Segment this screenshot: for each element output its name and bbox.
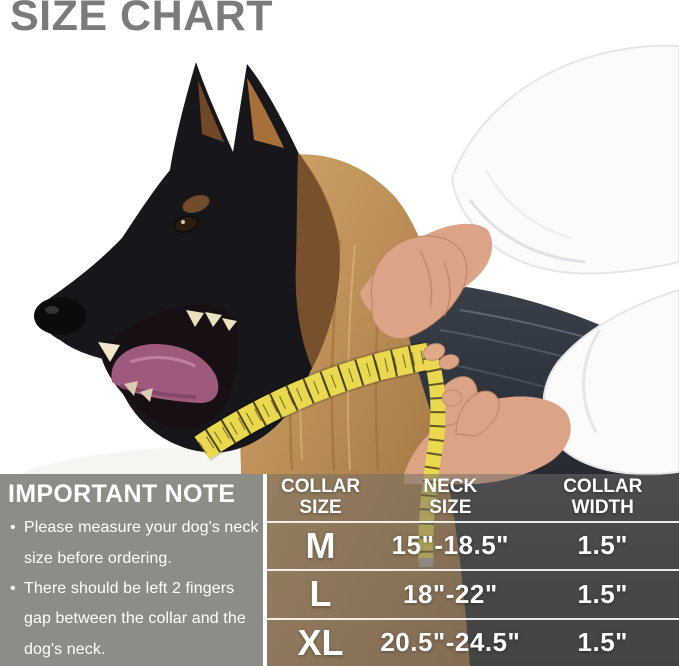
dog-eye <box>173 215 199 233</box>
size-table-header: COLLAR SIZE NECK SIZE COLLAR WIDTH <box>267 474 679 521</box>
hand-upper <box>370 235 468 340</box>
dog-ear-inner <box>198 80 224 142</box>
person-upper-arm <box>360 44 679 340</box>
dog-teeth <box>98 310 237 402</box>
dog-nose <box>34 297 86 335</box>
panel-divider <box>263 474 267 666</box>
row-width-m: 1.5" <box>577 530 628 561</box>
page-title: SIZE CHART <box>10 0 273 40</box>
row-width-xl: 1.5" <box>577 627 628 658</box>
table-row: M 15"-18.5" 1.5" <box>267 520 679 570</box>
row-neck-l: 18"-22" <box>403 578 498 609</box>
row-size-m: M <box>305 524 336 566</box>
row-size-xl: XL <box>297 621 344 663</box>
table-row: L 18"-22" 1.5" <box>267 569 679 618</box>
row-width-l: 1.5" <box>577 578 628 609</box>
note-heading: IMPORTANT NOTE <box>8 480 236 508</box>
note-bullet: There should be left 2 fingers gap betwe… <box>8 574 261 665</box>
note-bullet: Please measure your dog's neck size befo… <box>8 513 261 574</box>
column-header-collar-width: COLLAR WIDTH <box>563 475 643 519</box>
measuring-tape <box>193 340 446 567</box>
note-list: Please measure your dog's neck size befo… <box>8 513 261 665</box>
table-row: XL 20.5"-24.5" 1.5" <box>267 617 679 666</box>
forearm <box>404 396 571 485</box>
dog-mouth <box>98 304 239 430</box>
dog-ear-inner <box>247 78 284 148</box>
row-neck-m: 15"-18.5" <box>391 530 509 561</box>
important-note-panel: IMPORTANT NOTE Please measure your dog's… <box>0 474 263 666</box>
row-size-l: L <box>309 573 332 615</box>
column-header-neck-size: NECK SIZE <box>423 475 478 519</box>
row-neck-xl: 20.5"-24.5" <box>380 627 521 658</box>
column-header-collar-size: COLLAR SIZE <box>280 475 361 519</box>
dog-head <box>34 62 340 453</box>
size-table: COLLAR SIZE NECK SIZE COLLAR WIDTH M 15"… <box>267 474 679 666</box>
person-lower-arm <box>404 288 679 485</box>
fingertips <box>422 343 463 407</box>
